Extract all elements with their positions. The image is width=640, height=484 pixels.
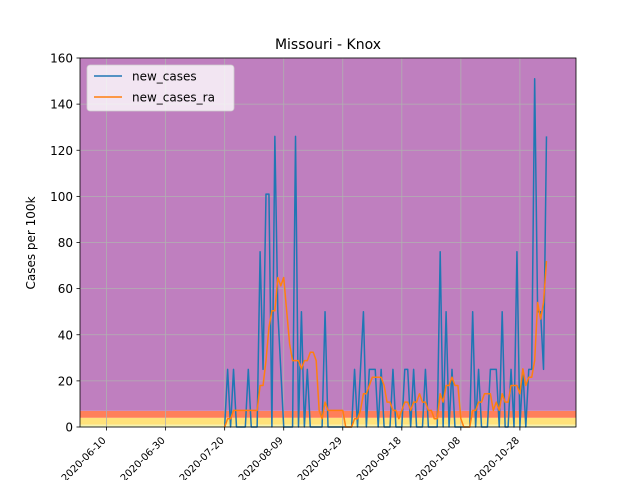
x-tick-label: 2020-06-10 — [60, 435, 109, 480]
x-tick-label: 2020-10-28 — [473, 435, 522, 480]
legend-label-new_cases: new_cases — [132, 70, 197, 84]
y-tick-label: 160 — [50, 52, 73, 66]
x-tick-label: 2020-08-29 — [296, 435, 345, 480]
chart-title: Missouri - Knox — [275, 37, 381, 53]
x-tick-label: 2020-10-08 — [414, 435, 463, 480]
y-tick-label: 0 — [65, 421, 73, 435]
legend: new_cases new_cases_ra — [86, 64, 235, 112]
series-line-new_cases_ra — [223, 260, 548, 428]
y-tick-label: 60 — [58, 282, 73, 296]
y-tick-label: 20 — [58, 374, 73, 388]
y-tick-label: 40 — [58, 328, 73, 342]
y-tick-label: 80 — [58, 236, 73, 250]
y-tick-label: 140 — [50, 98, 73, 112]
x-tick-label: 2020-06-30 — [119, 435, 168, 480]
x-tick-label: 2020-09-18 — [355, 435, 404, 480]
x-axis: 2020-06-10 2020-06-30 2020-07-20 2020-08-09… — [60, 427, 522, 484]
y-axis: 0 20 40 60 80 100 120 140 160 — [50, 52, 80, 435]
plot-area — [79, 57, 577, 428]
y-axis-label: Cases per 100k — [24, 196, 38, 289]
y-tick-label: 100 — [50, 190, 73, 204]
legend-box — [86, 64, 235, 112]
legend-label-new_cases_ra: new_cases_ra — [132, 91, 215, 105]
y-tick-label: 120 — [50, 144, 73, 158]
x-tick-label: 2020-08-09 — [237, 435, 286, 480]
risk-band-3 — [80, 58, 576, 411]
x-tick-label: 2020-07-20 — [178, 435, 227, 480]
